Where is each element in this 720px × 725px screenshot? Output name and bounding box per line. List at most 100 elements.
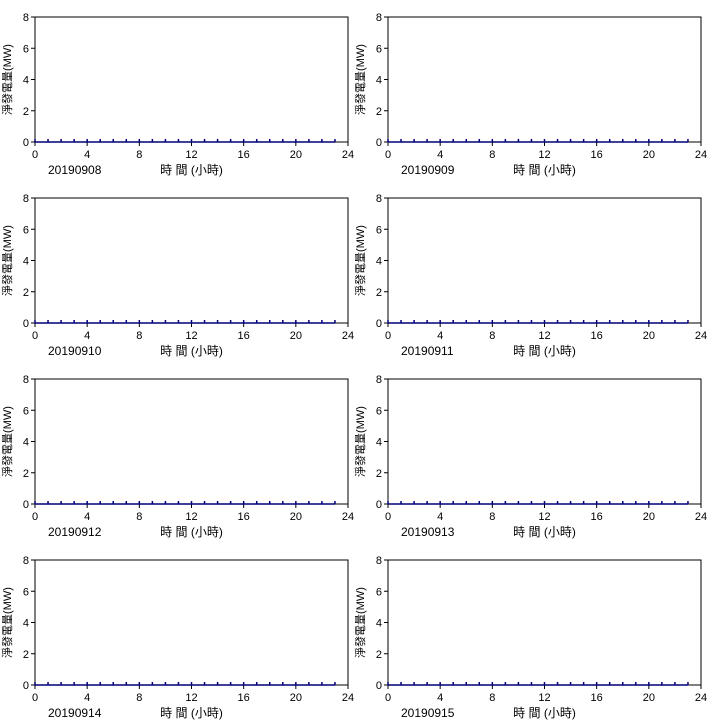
x-tick-label: 12	[185, 692, 197, 704]
date-label: 20190910	[48, 344, 102, 358]
y-tick-label: 8	[23, 193, 29, 205]
x-tick-label: 24	[342, 692, 354, 704]
x-tick-label: 8	[489, 511, 495, 523]
date-label: 20190915	[401, 706, 455, 720]
x-tick-label: 20	[643, 692, 655, 704]
y-tick-label: 4	[23, 618, 29, 630]
x-tick-label: 20	[290, 149, 302, 161]
y-tick-label: 8	[376, 555, 382, 567]
y-tick-label: 6	[23, 586, 29, 598]
x-tick-label: 4	[437, 330, 443, 342]
y-tick-label: 0	[376, 318, 382, 330]
y-tick-label: 2	[23, 287, 29, 299]
x-tick-label: 8	[489, 692, 495, 704]
y-tick-label: 6	[23, 43, 29, 55]
x-tick-label: 0	[385, 149, 391, 161]
x-tick-label: 16	[238, 692, 250, 704]
x-tick-label: 4	[437, 149, 443, 161]
y-tick-label: 8	[23, 12, 29, 24]
date-label: 20190912	[48, 525, 102, 539]
y-tick-label: 2	[23, 468, 29, 480]
x-tick-label: 8	[136, 149, 142, 161]
y-axis-label: 淨發電量(MW)	[353, 225, 367, 296]
y-tick-label: 4	[376, 618, 382, 630]
x-tick-label: 12	[185, 330, 197, 342]
y-tick-label: 4	[23, 437, 29, 449]
x-tick-label: 24	[342, 330, 354, 342]
y-tick-label: 2	[23, 106, 29, 118]
x-tick-label: 16	[591, 692, 603, 704]
date-label: 20190909	[401, 163, 455, 177]
date-label: 20190913	[401, 525, 455, 539]
date-label: 20190908	[48, 163, 102, 177]
x-tick-label: 4	[437, 692, 443, 704]
y-tick-label: 8	[376, 12, 382, 24]
y-tick-label: 2	[23, 649, 29, 661]
y-tick-label: 0	[376, 499, 382, 511]
x-tick-label: 20	[290, 511, 302, 523]
x-axis-label: 時 間 (小時)	[160, 163, 223, 177]
date-label: 20190914	[48, 706, 102, 720]
x-tick-label: 8	[489, 149, 495, 161]
y-tick-label: 8	[23, 374, 29, 386]
x-tick-label: 20	[643, 149, 655, 161]
x-axis-label: 時 間 (小時)	[160, 525, 223, 539]
x-tick-label: 0	[32, 149, 38, 161]
x-tick-label: 12	[538, 330, 550, 342]
y-axis-label: 淨發電量(MW)	[353, 406, 367, 477]
y-axis-label: 淨發電量(MW)	[0, 406, 14, 477]
y-tick-label: 4	[376, 75, 382, 87]
y-tick-label: 6	[376, 405, 382, 417]
x-tick-label: 24	[695, 692, 707, 704]
y-tick-label: 0	[23, 137, 29, 149]
x-tick-label: 16	[238, 511, 250, 523]
x-tick-label: 8	[136, 692, 142, 704]
plot-frame	[34, 559, 349, 686]
x-axis-label: 時 間 (小時)	[160, 344, 223, 358]
plot-frame	[34, 197, 349, 324]
x-tick-label: 16	[591, 149, 603, 161]
y-tick-label: 8	[376, 374, 382, 386]
x-tick-label: 24	[342, 149, 354, 161]
x-tick-label: 8	[136, 330, 142, 342]
x-tick-label: 20	[643, 511, 655, 523]
x-tick-label: 0	[385, 511, 391, 523]
x-tick-label: 4	[84, 149, 90, 161]
x-tick-label: 20	[290, 692, 302, 704]
y-tick-label: 0	[23, 680, 29, 692]
x-tick-label: 12	[185, 511, 197, 523]
x-tick-label: 4	[84, 511, 90, 523]
plot-frame	[34, 378, 349, 505]
y-tick-label: 8	[23, 555, 29, 567]
x-tick-label: 16	[591, 330, 603, 342]
y-tick-label: 6	[23, 224, 29, 236]
y-axis-label: 淨發電量(MW)	[0, 44, 14, 115]
x-tick-label: 4	[437, 511, 443, 523]
y-tick-label: 0	[376, 680, 382, 692]
date-label: 20190911	[401, 344, 454, 358]
y-tick-label: 4	[23, 256, 29, 268]
x-tick-label: 0	[32, 511, 38, 523]
y-tick-label: 8	[376, 193, 382, 205]
x-tick-label: 4	[84, 330, 90, 342]
y-axis-label: 淨發電量(MW)	[353, 587, 367, 658]
x-axis-label: 時 間 (小時)	[513, 525, 576, 539]
y-tick-label: 4	[376, 256, 382, 268]
x-tick-label: 24	[342, 511, 354, 523]
x-tick-label: 8	[489, 330, 495, 342]
x-axis-label: 時 間 (小時)	[513, 706, 576, 720]
y-tick-label: 0	[23, 499, 29, 511]
y-axis-label: 淨發電量(MW)	[0, 587, 14, 658]
y-tick-label: 0	[376, 137, 382, 149]
x-tick-label: 12	[538, 692, 550, 704]
y-tick-label: 2	[376, 287, 382, 299]
y-tick-label: 0	[23, 318, 29, 330]
